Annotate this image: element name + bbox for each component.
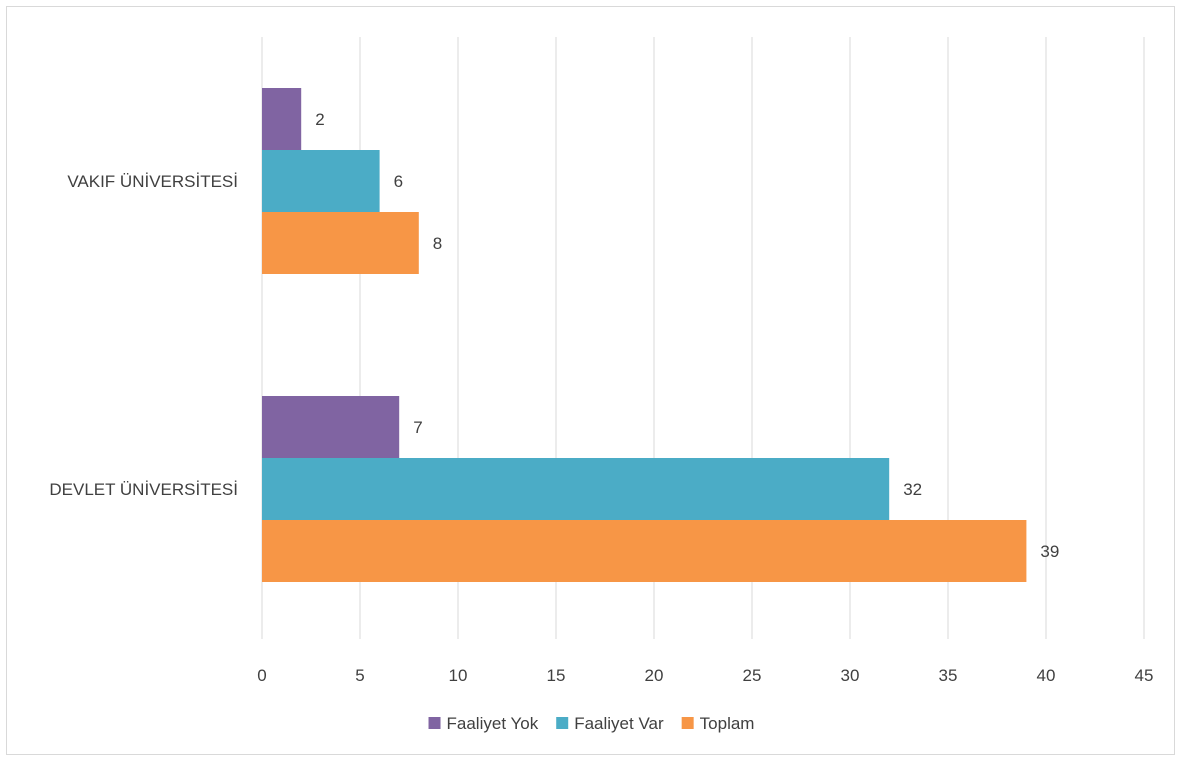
data-label: 8 — [433, 234, 442, 253]
legend-label: Faaliyet Yok — [447, 714, 539, 733]
x-tick-label: 20 — [645, 666, 664, 685]
legend-label: Faaliyet Var — [574, 714, 664, 733]
data-label: 7 — [413, 418, 422, 437]
category-label: DEVLET ÜNİVERSİTESİ — [49, 480, 238, 499]
legend-swatch — [428, 717, 441, 729]
legend: Faaliyet Yok Faaliyet Var Toplam — [428, 714, 755, 733]
bar — [262, 212, 419, 274]
legend-swatch — [681, 717, 694, 729]
category-labels: VAKIF ÜNİVERSİTESİ DEVLET ÜNİVERSİTESİ — [49, 172, 238, 499]
x-tick-label: 35 — [939, 666, 958, 685]
x-tick-labels: 0 5 10 15 20 25 30 35 40 45 — [257, 666, 1153, 685]
grid-lines — [261, 37, 1145, 639]
chart-frame: 2 6 8 7 32 39 VAKIF ÜNİVERSİTESİ DEVLET ÜNİVER… — [6, 6, 1175, 755]
bar — [262, 520, 1027, 582]
category-label: VAKIF ÜNİVERSİTESİ — [67, 172, 238, 191]
bar-chart: 2 6 8 7 32 39 VAKIF ÜNİVERSİTESİ DEVLET ÜNİVER… — [49, 37, 1153, 733]
bar — [262, 150, 380, 212]
data-label: 2 — [315, 110, 324, 129]
legend-item: Toplam — [681, 714, 755, 733]
data-label: 32 — [903, 480, 922, 499]
legend-swatch — [556, 717, 569, 729]
x-tick-label: 30 — [841, 666, 860, 685]
legend-item: Faaliyet Var — [556, 714, 664, 733]
x-tick-label: 5 — [355, 666, 364, 685]
x-tick-label: 15 — [547, 666, 566, 685]
x-tick-label: 45 — [1135, 666, 1154, 685]
x-tick-label: 0 — [257, 666, 266, 685]
legend-label: Toplam — [700, 714, 755, 733]
bar — [262, 88, 302, 150]
bar — [262, 396, 400, 458]
bars — [262, 88, 1027, 582]
x-tick-label: 25 — [743, 666, 762, 685]
x-tick-label: 40 — [1037, 666, 1056, 685]
data-label: 6 — [394, 172, 403, 191]
x-tick-label: 10 — [449, 666, 468, 685]
legend-item: Faaliyet Yok — [428, 714, 539, 733]
bar — [262, 458, 890, 520]
data-labels: 2 6 8 7 32 39 — [315, 110, 1059, 561]
data-label: 39 — [1040, 542, 1059, 561]
